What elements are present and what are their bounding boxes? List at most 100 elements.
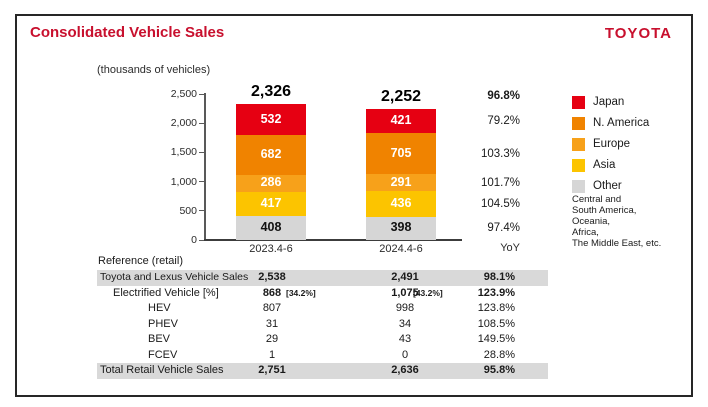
table-row-label: BEV xyxy=(148,333,171,345)
segment-value-label: 398 xyxy=(390,220,412,235)
other-region-note: Central and South America, Oceania, Africa,… xyxy=(572,194,661,249)
table-row: HEV 807 998 123.8% xyxy=(97,301,548,317)
table-row-label: Electrified Vehicle [%] xyxy=(113,286,219,299)
segment-value-label: 291 xyxy=(390,174,412,189)
y-axis-tick xyxy=(199,93,204,95)
table-row-label: PHEV xyxy=(148,317,178,330)
legend-label: N. America xyxy=(593,117,650,129)
table-value-2024: 1,075 xyxy=(391,286,419,299)
y-axis-tick-label: 0 xyxy=(191,234,197,246)
y-axis-tick-label: 2,000 xyxy=(170,117,197,130)
axis-units-label: (thousands of vehicles) xyxy=(97,64,211,76)
legend-label: Other xyxy=(593,180,622,192)
table-value-yoy: 108.5% xyxy=(477,317,515,330)
y-axis-tick xyxy=(199,181,204,183)
other-region-note-line: The Middle East, etc. xyxy=(572,238,662,249)
bar-segment-other-2023-4-6 xyxy=(236,216,306,240)
y-axis-tick-label: 1,500 xyxy=(170,146,197,159)
table-value-yoy: 98.1% xyxy=(483,271,515,283)
segment-value-label: 532 xyxy=(260,111,282,126)
table-value-2023: 29 xyxy=(265,333,279,345)
segment-value-label: 286 xyxy=(260,175,282,190)
table-value-yoy: 123.8% xyxy=(477,302,515,314)
legend-label: Europe xyxy=(593,138,631,150)
table-value-2023: 2,538 xyxy=(258,271,286,283)
bar-segment-asia-2024-4-6 xyxy=(366,191,436,217)
reference-table: Toyota and Lexus Vehicle Sales 2,538 2,491… xyxy=(97,270,548,379)
bar-segment-other-2024-4-6 xyxy=(366,216,436,240)
x-axis-category-label: 2023.4-6 xyxy=(249,243,293,255)
segment-value-label: 705 xyxy=(390,145,412,160)
y-axis-tick xyxy=(199,239,204,241)
toyota-logo: TOYOTA xyxy=(604,25,672,42)
y-axis-tick xyxy=(199,151,204,153)
legend-label: Asia xyxy=(593,159,616,171)
bar-segment-n-america-2024-4-6 xyxy=(366,133,436,175)
table-value-2024: 43 xyxy=(398,333,412,345)
segment-value-label: 421 xyxy=(390,112,412,127)
other-region-note-line: Africa, xyxy=(572,227,599,238)
other-region-note-line: South America, xyxy=(572,205,637,216)
x-axis-category-label: 2024.4-6 xyxy=(379,243,423,255)
table-value-yoy: 28.8% xyxy=(483,348,515,361)
total-label: 2,252 xyxy=(380,87,422,105)
table-row: Toyota and Lexus Vehicle Sales 2,538 2,491… xyxy=(97,270,548,286)
bar-segment-asia-2023-4-6 xyxy=(236,191,306,217)
slide-border xyxy=(15,14,693,397)
table-row-label: Toyota and Lexus Vehicle Sales xyxy=(100,271,249,283)
segment-value-label: 436 xyxy=(390,196,412,211)
legend-swatch-other xyxy=(572,180,585,193)
table-row: Total Retail Vehicle Sales 2,751 2,636 95.8… xyxy=(97,363,548,379)
other-region-note-line: Central and xyxy=(572,194,622,205)
yoy-value-europe: 101.7% xyxy=(480,176,520,189)
table-value-2023: 31 xyxy=(265,317,279,330)
y-axis-tick-label: 1,000 xyxy=(170,175,197,188)
y-axis-tick xyxy=(199,122,204,124)
table-value-yoy: 95.8% xyxy=(483,364,515,376)
table-value-2024: 2,491 xyxy=(391,271,419,283)
page-title: Consolidated Vehicle Sales xyxy=(30,24,225,41)
legend-swatch-n-america xyxy=(572,117,585,130)
legend-swatch-asia xyxy=(572,159,585,172)
yoy-column-header: YoY xyxy=(500,242,520,254)
table-row-label: HEV xyxy=(148,302,171,314)
bar-segment-japan-2023-4-6 xyxy=(236,104,306,136)
table-row: BEV 29 43 149.5% xyxy=(97,332,548,348)
table-row: FCEV 1 0 28.8% xyxy=(97,348,548,364)
table-row: PHEV 31 34 108.5% xyxy=(97,317,548,333)
legend-label: Japan xyxy=(593,96,625,108)
table-value-2023: 1 xyxy=(268,348,276,361)
segment-value-label: 682 xyxy=(260,147,282,162)
bar-segment-japan-2024-4-6 xyxy=(366,108,436,134)
table-caption: Reference (retail) xyxy=(98,255,183,267)
yoy-value-other: 97.4% xyxy=(487,222,520,235)
table-value-2023: 807 xyxy=(262,302,282,314)
table-value-2024: 998 xyxy=(395,302,415,314)
table-value-2023: 868 xyxy=(262,286,282,299)
total-label: 2,326 xyxy=(250,83,292,101)
legend-swatch-japan xyxy=(572,96,585,109)
table-value-yoy: 149.5% xyxy=(477,333,515,345)
table-row-label: FCEV xyxy=(148,348,178,361)
y-axis-tick-label: 500 xyxy=(179,204,197,217)
table-value-2024: 34 xyxy=(398,317,412,330)
table-value-2023-note: [34.2%] xyxy=(286,287,316,298)
yoy-value-asia: 104.5% xyxy=(480,198,520,211)
table-value-2024: 0 xyxy=(401,348,409,361)
bar-segment-europe-2023-4-6 xyxy=(236,175,306,192)
other-region-note-line: Oceania, xyxy=(572,216,611,227)
segment-value-label: 417 xyxy=(260,195,282,210)
y-axis-line xyxy=(204,93,206,240)
table-row: Electrified Vehicle [%] 868 [34.2%] 1,075 [4… xyxy=(97,286,548,302)
segment-value-label: 408 xyxy=(260,220,282,235)
table-value-2023: 2,751 xyxy=(258,364,286,376)
x-axis-line xyxy=(204,239,462,241)
yoy-total-value: 96.8% xyxy=(487,90,520,103)
yoy-value-japan: 79.2% xyxy=(487,114,520,127)
table-value-2024-note: [43.2%] xyxy=(413,287,443,298)
table-value-yoy: 123.9% xyxy=(477,286,515,299)
bar-segment-europe-2024-4-6 xyxy=(366,174,436,192)
legend-swatch-europe xyxy=(572,138,585,151)
bar-segment-n-america-2023-4-6 xyxy=(236,135,306,176)
